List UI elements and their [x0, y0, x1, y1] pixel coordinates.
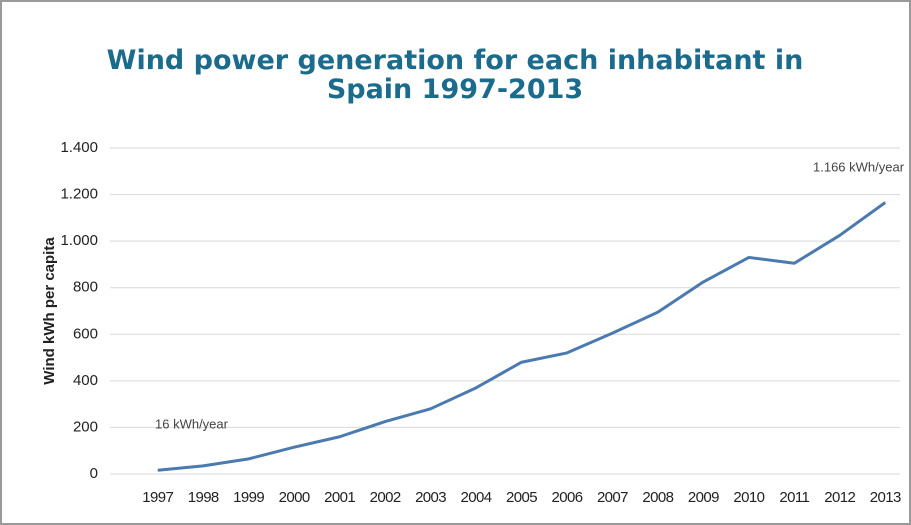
- x-tick-label: 2005: [506, 489, 537, 506]
- annotation: 1.166 kWh/year: [813, 159, 905, 174]
- x-tick-label: 2006: [551, 489, 582, 506]
- x-tick-label: 1997: [142, 489, 173, 506]
- x-tick-label: 2009: [688, 489, 719, 506]
- y-tick-label: 0: [90, 465, 98, 482]
- x-tick-label: 1998: [188, 489, 219, 506]
- y-tick-label: 1.000: [60, 232, 98, 249]
- x-tick-label: 2002: [370, 489, 401, 506]
- x-tick-label: 2010: [733, 489, 764, 506]
- x-tick-label: 2003: [415, 489, 446, 506]
- x-tick-label: 2012: [824, 489, 855, 506]
- y-tick-label: 200: [73, 418, 98, 435]
- x-tick-label: 2007: [597, 489, 628, 506]
- chart-title: Wind power generation for each inhabitan…: [106, 45, 804, 105]
- y-axis-label: Wind kWh per capita: [41, 237, 58, 385]
- x-tick-label: 2013: [870, 489, 901, 506]
- x-tick-label: 2008: [642, 489, 673, 506]
- y-tick-label: 1.200: [60, 186, 98, 203]
- x-tick-label: 2000: [279, 489, 310, 506]
- y-tick-label: 1.400: [60, 139, 98, 156]
- y-tick-label: 400: [73, 372, 98, 389]
- x-tick-label: 2011: [779, 489, 809, 506]
- y-tick-label: 600: [73, 325, 98, 342]
- x-tick-label: 2001: [324, 489, 355, 506]
- annotation: 16 kWh/year: [155, 416, 229, 431]
- x-tick-label: 2004: [461, 489, 492, 506]
- y-tick-label: 800: [73, 279, 98, 296]
- x-tick-label: 1999: [233, 489, 264, 506]
- data-line: [157, 201, 887, 472]
